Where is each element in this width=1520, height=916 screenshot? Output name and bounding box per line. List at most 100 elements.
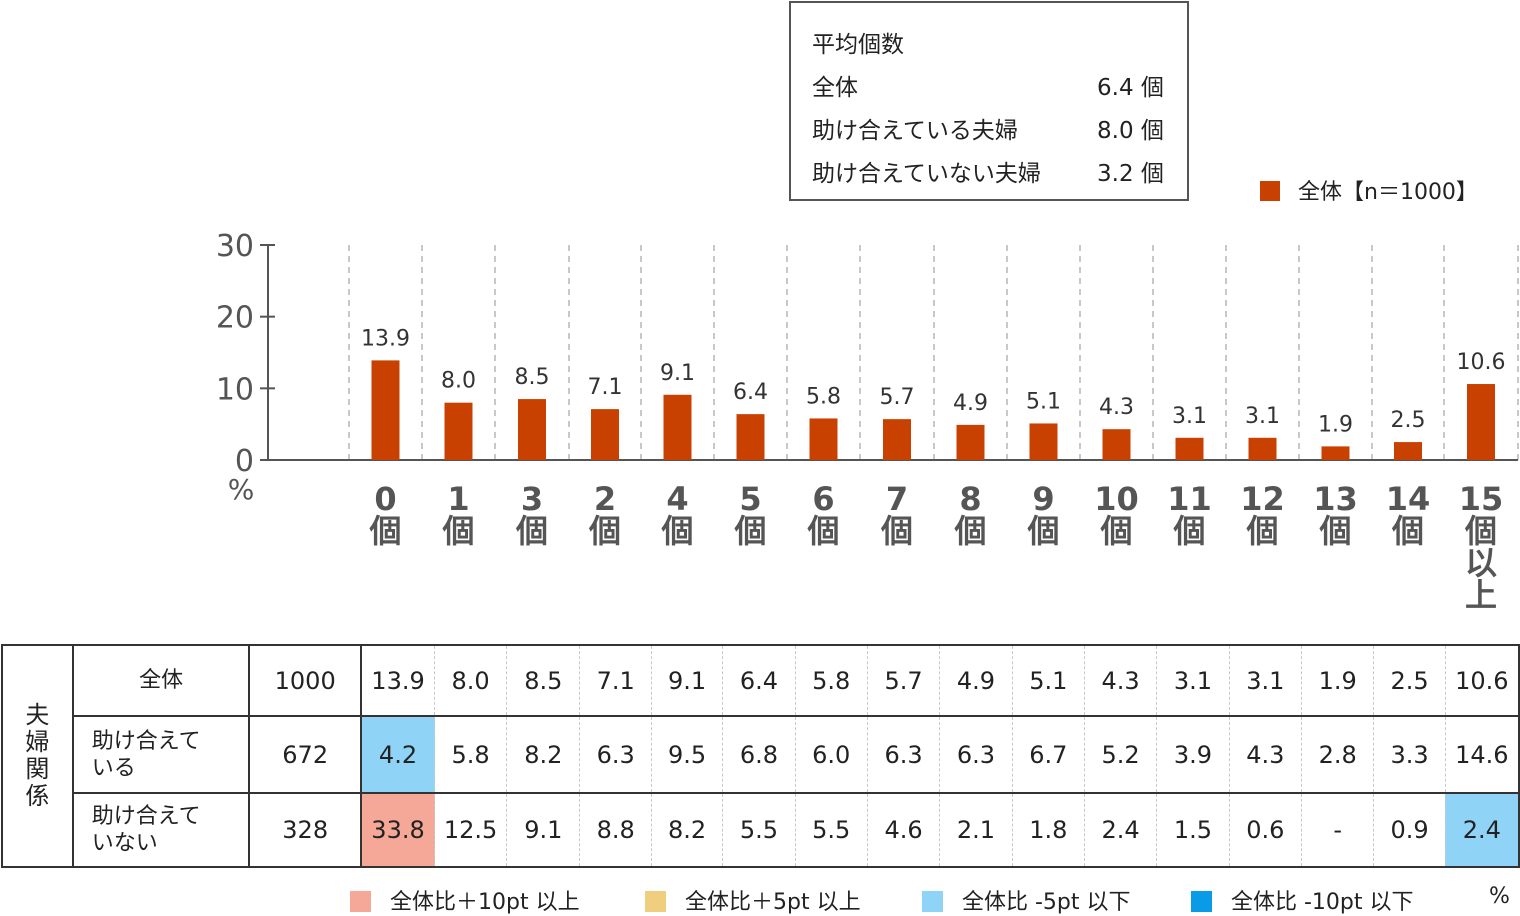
- legend-item: 全体比 -10pt 以下: [1191, 884, 1414, 916]
- y-tick-label: 20: [216, 301, 254, 336]
- legend-swatch: [922, 891, 943, 912]
- category-label: 個: [1464, 512, 1497, 550]
- bar-value-label: 8.0: [441, 369, 476, 394]
- bar-value-label: 6.4: [733, 380, 768, 405]
- legend-label: 全体【n＝1000】: [1298, 180, 1478, 205]
- legend-swatch: [1260, 181, 1280, 201]
- category-label: 個: [588, 512, 621, 550]
- category-label: 0: [374, 480, 396, 518]
- bar-value-label: 2.5: [1391, 408, 1426, 433]
- table-cell: 10.6: [1444, 644, 1520, 717]
- bar-value-label: 4.9: [953, 391, 988, 416]
- table-cell: 8.5: [506, 644, 581, 717]
- category-label: 個: [880, 512, 913, 550]
- table-cell: 1.8: [1011, 792, 1085, 868]
- legend-item: 全体比 -5pt 以下: [922, 884, 1131, 916]
- bar-value-label: 3.1: [1172, 404, 1207, 429]
- unit-label: %: [1489, 884, 1510, 909]
- table-cell: 4.3: [1083, 644, 1158, 717]
- category-label: 個: [1391, 512, 1424, 550]
- bar-value-label: 3.1: [1245, 404, 1280, 429]
- legend-swatch: [645, 891, 666, 912]
- category-label: 個: [441, 512, 474, 550]
- bar-value-label: 5.8: [806, 384, 841, 409]
- y-tick-label: 10: [216, 372, 254, 407]
- category-label: 個: [368, 512, 401, 550]
- table-cell: 33.8: [359, 792, 436, 868]
- data-table: 夫婦関係全体 1000 13.9 8.0 8.5 7.1 9.1 6.4 5.8 5.7 4.9 5.…: [1, 644, 1520, 868]
- avg-row-value: 3.2 個: [1097, 161, 1164, 187]
- bar-value-label: 10.6: [1457, 350, 1506, 375]
- bar: [591, 409, 619, 460]
- table-cell: 4.2: [359, 715, 436, 794]
- category-label: 個: [1318, 512, 1351, 550]
- bar-value-label: 7.1: [588, 375, 623, 400]
- table-cell: 9.5: [650, 715, 724, 794]
- avg-row-label: 全体: [812, 75, 858, 101]
- table-cell: 5.8: [794, 644, 868, 717]
- table-cell: 6.4: [722, 644, 796, 717]
- legend-swatch: [1191, 891, 1212, 912]
- category-label: 14: [1386, 480, 1431, 518]
- table-cell: 6.0: [794, 715, 868, 794]
- bar-chart: 0102030%13.90個8.01個8.53個7.12個9.14個6.45個5…: [216, 229, 1519, 614]
- bar-value-label: 9.1: [660, 361, 695, 386]
- average-count-box: 平均個数 全体 6.4 個 助け合えている夫婦 8.0 個 助け合えていない夫婦…: [789, 1, 1189, 201]
- y-tick-label: 0: [235, 444, 254, 479]
- category-label: 個: [733, 512, 766, 550]
- bar: [1248, 437, 1277, 460]
- table-cell: -: [1300, 792, 1375, 868]
- table-cell: 3.9: [1156, 715, 1230, 794]
- category-label: 10: [1094, 480, 1139, 518]
- table-cell: 5.7: [866, 644, 941, 717]
- category-label: 7: [886, 480, 908, 518]
- category-label: 11: [1167, 480, 1212, 518]
- table-cell: 4.9: [939, 644, 1013, 717]
- table-cell: 8.2: [506, 715, 581, 794]
- bar: [883, 419, 911, 460]
- category-label: 13: [1313, 480, 1358, 518]
- y-axis-unit: %: [228, 473, 255, 506]
- legend-item: 全体比＋5pt 以上: [645, 884, 861, 916]
- table-cell: 5.1: [1011, 644, 1085, 717]
- category-label: 個: [1026, 512, 1059, 550]
- bar: [736, 414, 765, 460]
- table-cell: 4.6: [866, 792, 941, 868]
- category-label: 5: [739, 480, 761, 518]
- table-cell: 13.9: [359, 644, 436, 717]
- table-cell: 3.1: [1228, 644, 1302, 717]
- legend-swatch: [350, 891, 371, 912]
- table-cell: 6.3: [866, 715, 941, 794]
- category-label: 6: [812, 480, 834, 518]
- table-cell: 4.3: [1228, 715, 1302, 794]
- table-cell: 6.7: [1011, 715, 1085, 794]
- table-cell: 2.5: [1373, 644, 1446, 717]
- bar: [1029, 423, 1058, 460]
- table-cell: 6.8: [722, 715, 796, 794]
- row-label: 助け合えて いない: [71, 792, 251, 868]
- bar: [1175, 437, 1204, 460]
- category-label: 12: [1240, 480, 1285, 518]
- avg-row-label: 助け合えていない夫婦: [812, 161, 1041, 187]
- bar: [1321, 446, 1350, 460]
- bar: [371, 360, 400, 460]
- table-row: 助け合えて いる 672 4.2 5.8 8.2 6.3 9.5 6.8 6.0 6.3 6.3 6.7…: [2, 715, 1520, 794]
- category-label: 個: [1245, 512, 1278, 550]
- table-cell: 9.1: [506, 792, 581, 868]
- table-row: 助け合えて いない 328 33.8 12.5 9.1 8.8 8.2 5.5 5.5 4.6 2.1…: [2, 792, 1520, 868]
- group-label: 夫婦関係: [1, 644, 74, 868]
- table-cell: 6.3: [939, 715, 1013, 794]
- bar: [1102, 429, 1131, 460]
- bar: [956, 424, 985, 460]
- bar: [809, 418, 838, 460]
- row-count: 328: [248, 792, 362, 868]
- table-cell: 2.4: [1444, 792, 1520, 868]
- category-label: 4: [666, 480, 688, 518]
- category-label: 以: [1465, 544, 1497, 582]
- table-cell: 1.9: [1300, 644, 1375, 717]
- bar-value-label: 13.9: [361, 326, 410, 351]
- bar: [663, 394, 692, 460]
- table-cell: 6.3: [579, 715, 652, 794]
- legend-item: 全体比＋10pt 以上: [350, 884, 580, 916]
- table-cell: 12.5: [434, 792, 508, 868]
